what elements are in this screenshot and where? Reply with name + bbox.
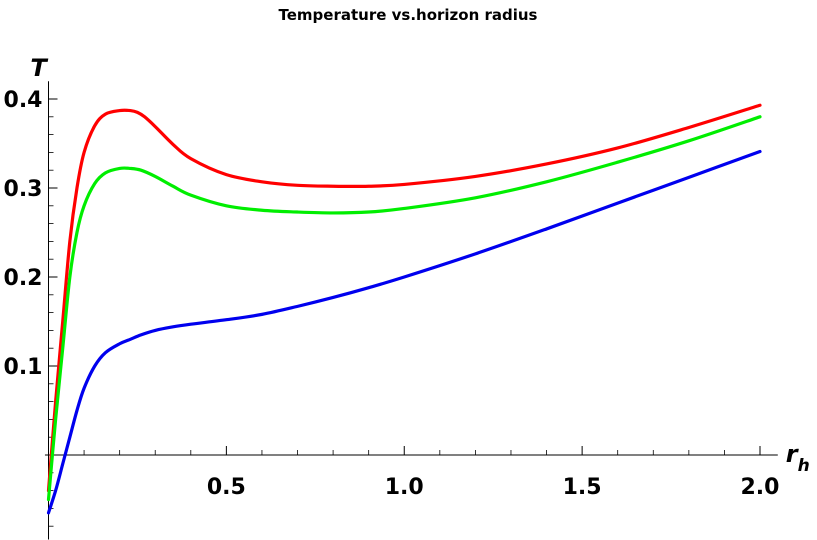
x-axis-label: rh: [786, 440, 810, 476]
x-tick-label: 1.5: [563, 475, 602, 500]
x-tick-label: 1.0: [385, 475, 424, 500]
y-axis-ticks: 0.1 0.2 0.3 0.4: [4, 88, 58, 527]
x-axis-ticks: 0.5 1.0 1.5 2.0: [83, 446, 780, 500]
chart-title: Temperature vs.horizon radius: [279, 6, 538, 24]
y-axis-label-text: T: [30, 54, 48, 82]
y-tick-label: 0.2: [4, 266, 43, 291]
y-tick-label: 0.3: [4, 177, 43, 202]
series-lines: [46, 103, 762, 515]
x-axis-label-text: r: [786, 440, 800, 468]
axes: 0.5 1.0 1.5 2.0 0.1 0.2 0.3 0.4: [4, 81, 780, 540]
series-line-2: [46, 115, 762, 502]
x-axis-label-subscript: h: [798, 456, 810, 476]
x-tick-label: 0.5: [207, 475, 246, 500]
series-line-1: [46, 103, 762, 493]
series-line-3: [46, 149, 762, 515]
y-tick-label: 0.1: [4, 355, 43, 380]
y-axis-label: T: [30, 54, 48, 82]
y-tick-label: 0.4: [4, 88, 43, 113]
x-tick-label: 2.0: [741, 475, 780, 500]
